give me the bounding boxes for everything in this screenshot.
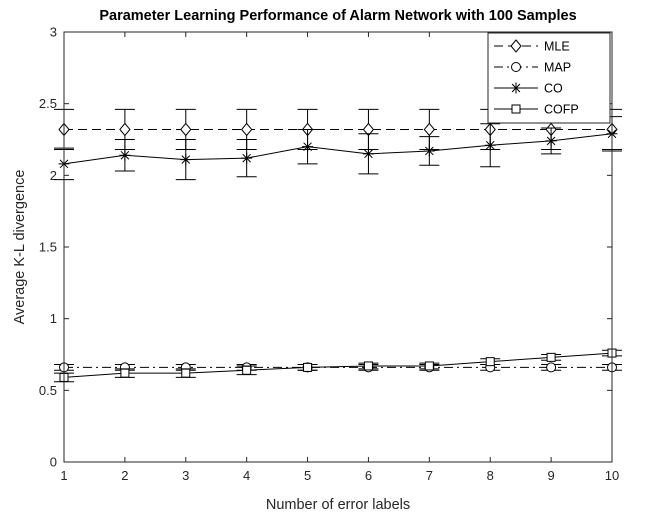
y-axis-label: Average K-L divergence	[12, 170, 28, 325]
data-point	[363, 361, 373, 371]
series-cofp	[54, 348, 622, 383]
legend-label: COFP	[544, 103, 579, 117]
x-axis-label: Number of error labels	[266, 497, 410, 513]
y-tick-label: 3	[50, 25, 57, 40]
data-point	[119, 149, 131, 161]
data-point	[241, 152, 253, 164]
legend-label: CO	[544, 82, 563, 96]
data-point	[423, 122, 435, 137]
series-line	[63, 133, 613, 165]
legend: MLE MAP CO COFP	[487, 32, 611, 124]
data-point	[303, 362, 313, 372]
data-point	[424, 361, 434, 371]
data-point	[180, 154, 192, 166]
x-tick-label: 10	[605, 468, 619, 483]
data-point	[241, 122, 253, 137]
x-tick-label: 6	[365, 468, 372, 483]
legend-marker	[511, 104, 521, 114]
x-tick-label: 7	[426, 468, 433, 483]
y-tick-label: 1.5	[39, 240, 57, 255]
x-tick-label: 2	[121, 468, 128, 483]
data-point	[302, 141, 314, 153]
y-tick-label: 2	[50, 168, 57, 183]
data-point	[485, 357, 495, 367]
data-point	[120, 368, 130, 378]
series-line	[63, 352, 613, 378]
legend-marker	[510, 39, 522, 53]
y-axis: 0 0.5 1 1.5 2 2.5 3	[39, 25, 612, 470]
data-point	[546, 362, 557, 373]
legend-box	[487, 32, 611, 124]
data-point	[545, 135, 557, 147]
chart-title: Parameter Learning Performance of Alarm …	[99, 8, 576, 24]
legend-label: MAP	[544, 61, 571, 75]
legend-marker	[510, 82, 522, 94]
legend-entry-cofp: COFP	[494, 103, 579, 117]
data-point	[546, 352, 556, 362]
legend-entry-map: MAP	[494, 61, 571, 75]
legend-marker	[511, 62, 521, 72]
y-tick-label: 0	[50, 455, 57, 470]
data-point	[484, 139, 496, 151]
x-tick-label: 5	[304, 468, 311, 483]
x-tick-label: 4	[243, 468, 250, 483]
data-point	[242, 365, 252, 375]
x-tick-label: 3	[182, 468, 189, 483]
data-point	[423, 145, 435, 157]
legend-label: MLE	[544, 40, 570, 54]
data-point	[181, 368, 191, 378]
data-point	[362, 148, 374, 160]
legend-entry-co: CO	[494, 82, 563, 96]
y-tick-label: 2.5	[39, 96, 57, 111]
x-tick-label: 9	[547, 468, 554, 483]
data-point	[180, 122, 192, 137]
legend-entry-mle: MLE	[494, 39, 570, 54]
x-tick-label: 8	[487, 468, 494, 483]
y-tick-label: 1	[50, 311, 57, 326]
x-tick-label: 1	[60, 468, 67, 483]
data-point	[119, 122, 131, 137]
plot-frame	[63, 31, 613, 463]
y-tick-label: 0.5	[39, 383, 57, 398]
